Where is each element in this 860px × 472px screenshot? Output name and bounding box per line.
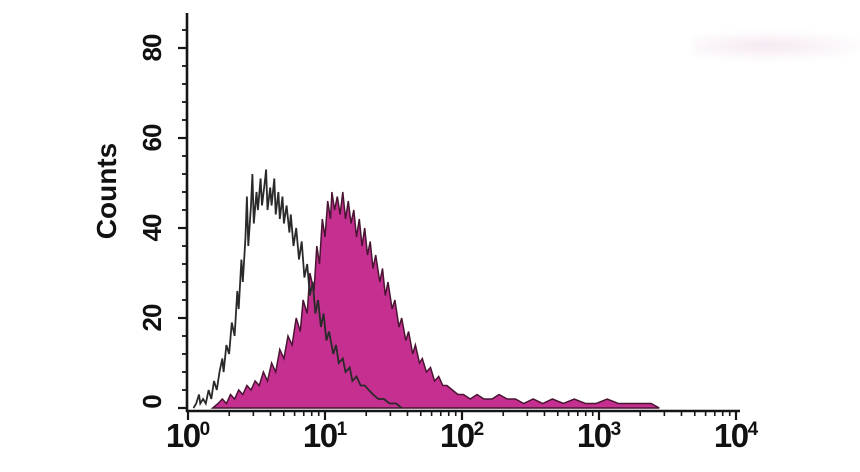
x-tick-exponent: 3 xyxy=(610,419,622,440)
open-control-histogram xyxy=(192,169,403,409)
x-tick-exponent: 0 xyxy=(199,419,211,440)
y-axis-title: Counts xyxy=(91,142,122,240)
x-tick-exponent: 1 xyxy=(336,419,348,440)
x-tick-base: 10 xyxy=(165,417,201,454)
y-tick-label-40: 40 xyxy=(137,214,167,242)
filled-sample-histogram xyxy=(210,191,660,409)
x-tick-base: 10 xyxy=(713,417,749,454)
x-tick-exponent: 2 xyxy=(473,419,485,440)
y-tick-label-60: 60 xyxy=(137,124,167,152)
y-tick-label-80: 80 xyxy=(137,34,167,62)
x-tick-label-10e0: 100 xyxy=(143,417,233,454)
x-tick-label-10e4: 104 xyxy=(691,417,781,454)
x-tick-base: 10 xyxy=(439,417,475,454)
x-tick-label-10e1: 101 xyxy=(280,417,370,454)
x-tick-label-10e3: 103 xyxy=(554,417,644,454)
x-tick-label-10e2: 102 xyxy=(417,417,507,454)
x-tick-exponent: 4 xyxy=(747,419,759,440)
y-tick-label-20: 20 xyxy=(137,304,167,332)
x-tick-base: 10 xyxy=(576,417,612,454)
x-tick-base: 10 xyxy=(302,417,338,454)
